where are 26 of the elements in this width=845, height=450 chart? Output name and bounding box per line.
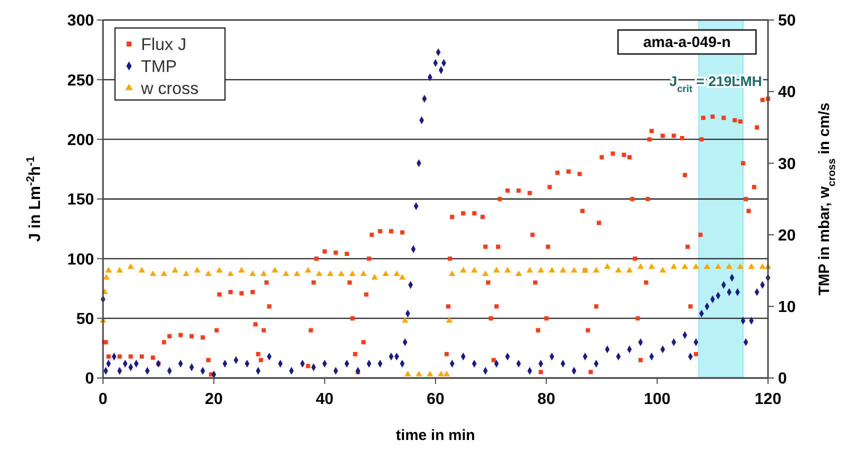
x-tick-label: 120 xyxy=(754,391,782,408)
x-tick-label: 0 xyxy=(98,391,108,408)
y2-tick-label: 0 xyxy=(778,370,787,388)
x-tick-label: 60 xyxy=(426,391,444,408)
y2-tick-label: 30 xyxy=(778,156,796,173)
x-tick-label: 100 xyxy=(644,391,671,408)
y-tick-label: 100 xyxy=(67,251,94,268)
annotation: ama-a-049-n xyxy=(643,34,731,51)
x-axis-title: time in min xyxy=(396,427,476,444)
y-tick-label: 250 xyxy=(67,72,94,90)
label-box: ama-a-049-n xyxy=(617,29,757,55)
legend-label: w cross xyxy=(140,78,199,98)
y-tick-label: 0 xyxy=(85,370,94,388)
y-tick-label: 300 xyxy=(67,12,94,30)
y-tick-label: 200 xyxy=(67,132,94,149)
y-tick-label: 150 xyxy=(67,192,94,209)
legend-label: TMP xyxy=(141,56,177,76)
y2-tick-label: 50 xyxy=(778,12,796,30)
y-tick-label: 50 xyxy=(76,310,94,328)
x-tick-label: 40 xyxy=(316,391,334,408)
y2-tick-label: 10 xyxy=(778,299,796,316)
y2-tick-label: 20 xyxy=(778,227,796,244)
y2-tick-label: 40 xyxy=(778,84,796,102)
legend-label: Flux J xyxy=(141,34,186,54)
x-tick-label: 80 xyxy=(537,391,556,408)
x-tick-label: 20 xyxy=(204,391,223,408)
